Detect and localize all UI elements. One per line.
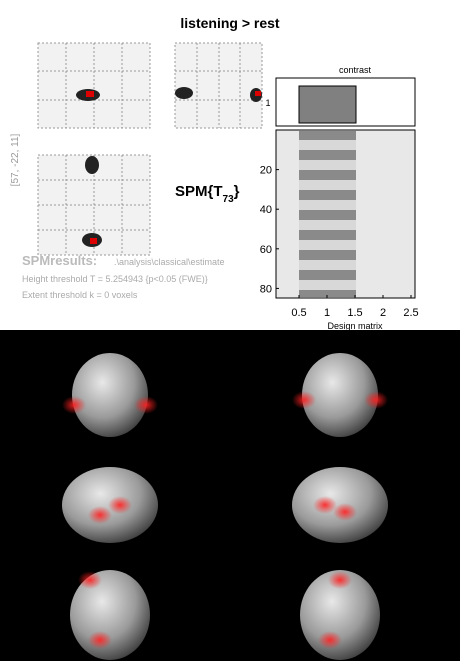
y-tick-label: 40: [260, 204, 272, 216]
activation: [333, 503, 357, 521]
title: listening > rest: [180, 15, 280, 31]
brain: [72, 353, 148, 437]
coordinates: [57, -22, 11]: [10, 133, 21, 186]
activation: [318, 631, 342, 649]
y-tick-label: 60: [260, 244, 272, 256]
statistic: SPM{T73}: [175, 183, 240, 205]
contrast-ytick: 1: [265, 98, 270, 108]
blobs: [76, 87, 262, 247]
activation: [364, 391, 388, 409]
activation: [108, 496, 132, 514]
sagittal: [37, 42, 151, 129]
design-matrix: Design matrix 0.5 1 1.5 2 2.5 20 40 60 80: [260, 129, 419, 331]
brain: [302, 353, 378, 437]
y-tick-label: 20: [260, 165, 272, 177]
contrast-bar: [298, 85, 357, 124]
activation: [313, 496, 337, 514]
height-threshold: Height threshold T = 5.254943 {p<0.05 (F…: [22, 274, 208, 284]
activation: [62, 396, 86, 414]
design-matrix-columns: [299, 131, 356, 297]
x-tick-label: 2: [380, 307, 386, 319]
activation: [134, 396, 158, 414]
x-tick-label: 1: [324, 307, 330, 319]
extent-threshold: Extent threshold k = 0 voxels: [22, 290, 138, 300]
results-name: SPMresults:: [22, 253, 97, 268]
stat-df: 73: [223, 194, 235, 205]
coronal: [174, 42, 263, 129]
brain-renders: [62, 353, 388, 660]
contrast-title: contrast: [339, 65, 372, 75]
x-tick-label: 1.5: [347, 307, 362, 319]
stat-suffix: }: [234, 183, 240, 200]
activation: [292, 391, 316, 409]
x-tick-label: 2.5: [403, 307, 418, 319]
design-matrix-label: Design matrix: [327, 321, 383, 331]
stat-prefix: SPM{T: [175, 183, 223, 200]
activation: [78, 571, 102, 589]
x-tick-label: 0.5: [291, 307, 306, 319]
activation: [328, 571, 352, 589]
y-tick-label: 80: [260, 283, 272, 295]
results-path: .\analysis\classical\estimate: [114, 257, 225, 267]
activation: [88, 506, 112, 524]
activation: [88, 631, 112, 649]
glass-brain: [37, 42, 263, 256]
